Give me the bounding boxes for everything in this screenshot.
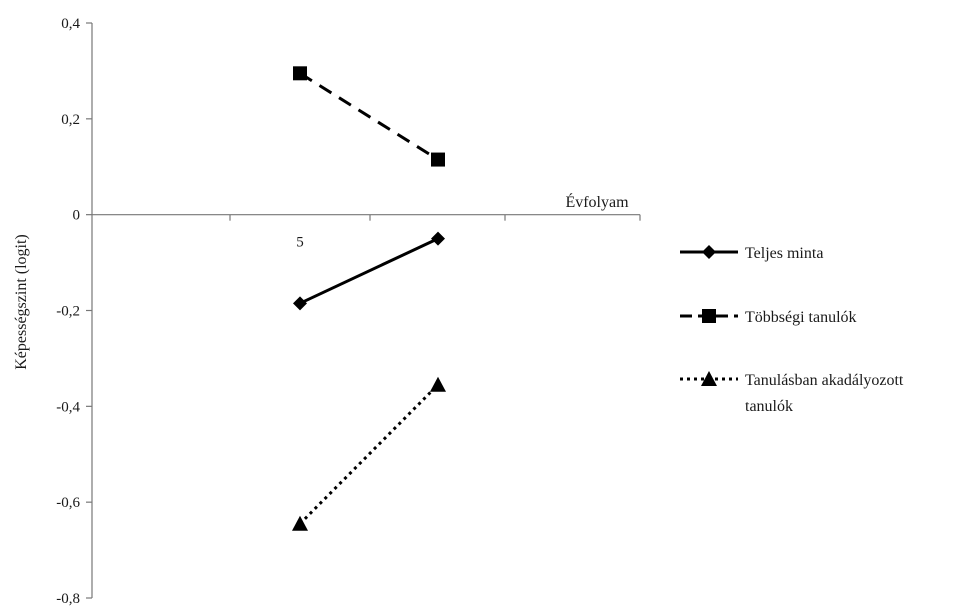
legend-item: Teljes minta xyxy=(680,245,823,262)
square-marker xyxy=(293,66,307,81)
legend-item: Többségi tanulók xyxy=(680,309,857,326)
x-tick-label: 5 xyxy=(296,235,304,251)
y-tick-label: -0,8 xyxy=(56,591,80,607)
legend-label: Teljes minta xyxy=(745,245,823,262)
x-axis-title: Évfolyam xyxy=(565,192,629,211)
legend-label: tanulók xyxy=(745,398,793,415)
y-axis: 0,4 0,2 0 -0,2 -0,4 -0,6 -0,8 xyxy=(56,16,93,607)
y-axis-title: Képességszint (logit) xyxy=(13,234,30,370)
series-line xyxy=(299,237,439,305)
diamond-marker xyxy=(293,296,307,311)
y-tick-label: 0 xyxy=(73,208,81,224)
square-marker xyxy=(702,309,716,323)
diamond-marker xyxy=(702,245,716,259)
plot-area xyxy=(292,66,446,531)
series-line xyxy=(298,383,440,525)
triangle-marker xyxy=(292,515,308,531)
legend-label: Többségi tanulók xyxy=(745,309,857,326)
y-tick-label: 0,4 xyxy=(61,16,80,32)
triangle-marker xyxy=(701,371,717,386)
y-tick-label: -0,6 xyxy=(56,495,80,511)
series-square xyxy=(293,66,445,167)
square-marker xyxy=(431,152,445,167)
series-diamond xyxy=(293,231,445,311)
legend-item: Tanulásban akadályozott tanulók xyxy=(680,371,904,415)
y-tick-label: -0,2 xyxy=(56,304,80,320)
y-tick-label: -0,4 xyxy=(56,399,80,415)
diamond-marker xyxy=(431,231,445,246)
series-triangle xyxy=(292,376,446,531)
x-axis: 5 xyxy=(92,214,641,251)
series-line xyxy=(299,72,439,161)
legend-label: Tanulásban akadályozott xyxy=(745,372,904,389)
triangle-marker xyxy=(430,376,446,392)
y-tick-label: 0,2 xyxy=(61,112,80,128)
legend: Teljes minta Többségi tanulók Tanulásban a… xyxy=(680,245,904,415)
